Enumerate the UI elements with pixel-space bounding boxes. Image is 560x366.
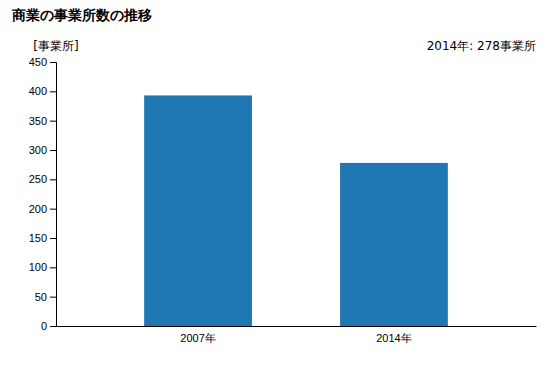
bar (144, 95, 252, 326)
tick-mark (50, 297, 56, 298)
tick-label: 300 (29, 144, 47, 156)
tick-mark (50, 91, 56, 92)
x-axis: 2007年 2014年 (57, 327, 537, 345)
annotation: 2014年: 278事業所 (427, 39, 536, 53)
chart-container: 0 50 100 150 200 250 300 350 400 450 2007年 2014年 商業の… (0, 0, 560, 366)
tick: 0 (41, 320, 56, 332)
tick-mark (50, 121, 56, 122)
tick: 450 (29, 56, 56, 68)
tick: 50 (35, 291, 56, 303)
bar (340, 163, 448, 326)
tick-mark (50, 238, 56, 239)
tick-label: 0 (41, 320, 47, 332)
tick: 150 (29, 232, 56, 244)
tick-label: 50 (35, 291, 47, 303)
tick-mark (50, 326, 56, 327)
tick-label: 100 (29, 261, 47, 273)
tick-label: 2014年 (376, 332, 411, 344)
tick: 2007年 (180, 332, 215, 344)
y-axis: 0 50 100 150 200 250 300 350 400 450 (29, 56, 57, 332)
tick: 2014年 (376, 332, 411, 344)
tick-mark (50, 209, 56, 210)
tick: 250 (29, 173, 56, 185)
tick: 100 (29, 261, 56, 273)
tick-mark (50, 150, 56, 151)
tick-mark (50, 179, 56, 180)
tick: 350 (29, 115, 56, 127)
axis-line (50, 63, 57, 327)
tick-label: 150 (29, 232, 47, 244)
bars (144, 95, 448, 326)
tick-label: 350 (29, 115, 47, 127)
axis-line (57, 326, 537, 327)
tick-label: 2007年 (180, 332, 215, 344)
y-axis-label: [事業所] (33, 39, 78, 53)
tick-label: 250 (29, 173, 47, 185)
tick-label: 200 (29, 203, 47, 215)
tick-mark (50, 62, 56, 63)
tick-label: 450 (29, 56, 47, 68)
tick: 400 (29, 85, 56, 97)
chart-svg: 0 50 100 150 200 250 300 350 400 450 2007年 2014年 商業の… (0, 0, 560, 366)
title: 商業の事業所数の推移 (11, 7, 152, 23)
tick: 300 (29, 144, 56, 156)
tick-mark (50, 267, 56, 268)
tick-label: 400 (29, 85, 47, 97)
tick: 200 (29, 203, 56, 215)
plot-area: 0 50 100 150 200 250 300 350 400 450 2007年 2014年 (29, 56, 537, 344)
